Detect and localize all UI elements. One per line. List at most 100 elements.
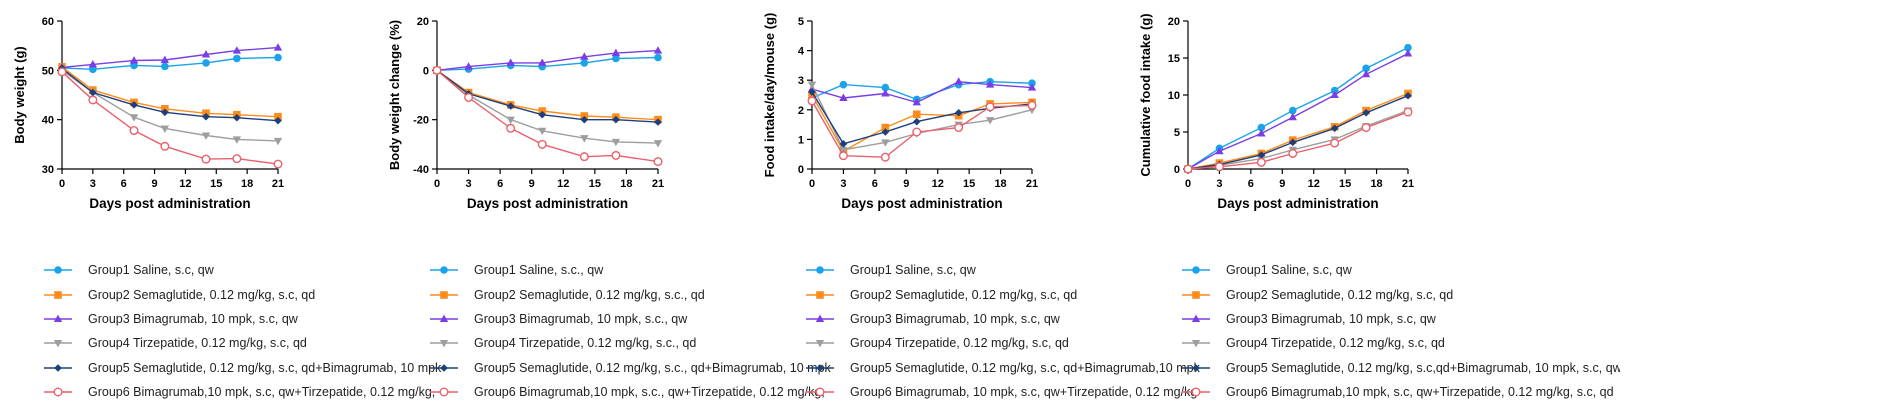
legend-item: Group2 Semaglutide, 0.12 mg/kg, s.c, qd [42, 282, 482, 306]
data-point [464, 62, 473, 70]
data-point [1257, 123, 1266, 132]
legend-marker [439, 314, 449, 322]
legend-item: Group1 Saline, s.c, qw [804, 258, 1244, 282]
data-point [611, 150, 621, 160]
data-point [129, 56, 139, 64]
data-point [274, 53, 282, 62]
y-tick-label: 30 [42, 164, 54, 176]
x-tick-label: 18 [241, 178, 253, 190]
x-axis-label: Days post administration [89, 196, 250, 211]
x-tick-label: 15 [963, 178, 975, 190]
x-tick-label: 9 [152, 178, 158, 190]
legend-marker [1191, 340, 1201, 348]
legend-symbol-icon [44, 290, 72, 299]
legend-item: Group4 Tirzepatide, 0.12 mg/kg, s.c, qd [42, 331, 482, 355]
data-point [1404, 91, 1412, 100]
legend-symbol-icon [430, 363, 458, 372]
data-point [506, 116, 515, 125]
legend-item: Group6 Bimagrumab, 10 mpk, s.c, qw+Tirze… [804, 380, 1244, 404]
legend-marker [54, 363, 62, 372]
data-point [1256, 157, 1266, 167]
data-point [807, 96, 817, 106]
legend-marker [53, 314, 63, 322]
y-tick-label: 20 [417, 16, 429, 28]
data-point [160, 55, 170, 63]
data-point [654, 118, 662, 126]
series-group6 [57, 67, 283, 169]
data-point [612, 115, 620, 124]
x-axis-label: Days post administration [1217, 196, 1378, 211]
legend-symbol-icon [806, 290, 834, 299]
data-point [274, 112, 282, 121]
data-point [881, 139, 890, 147]
data-point [1027, 83, 1037, 91]
x-tick-label: 12 [932, 178, 944, 190]
data-point [88, 60, 98, 68]
y-tick-label: 5 [1174, 127, 1180, 139]
x-tick-label: 12 [1308, 178, 1320, 190]
legend-symbol-icon [806, 314, 834, 322]
data-point [161, 62, 169, 71]
legend-symbol-icon [806, 340, 834, 348]
legend-item: Group5 Semaglutide, 0.12 mg/kg, s.c,qd+B… [1180, 356, 1620, 380]
data-point [985, 80, 995, 88]
legend-marker [53, 387, 63, 397]
data-point [881, 89, 890, 97]
data-point [232, 46, 242, 54]
data-point [839, 80, 848, 89]
y-tick-label: 1 [798, 134, 804, 146]
data-point [653, 157, 663, 167]
data-point [1330, 90, 1339, 98]
legend-item: Group1 Saline, s.c., qw [428, 258, 868, 282]
legend-item: Group5 Semaglutide, 0.12 mg/kg, s.c, qd+… [42, 356, 482, 380]
legend-label: Group3 Bimagrumab, 10 mpk, s.c., qw [474, 311, 688, 326]
x-tick-label: 9 [1279, 178, 1285, 190]
data-point [807, 81, 817, 90]
data-point [985, 102, 995, 112]
legend-symbol-icon [44, 340, 72, 348]
legend-label: Group5 Semaglutide, 0.12 mg/kg, s.c, qd+… [88, 360, 442, 375]
legend-marker [54, 290, 62, 299]
legend-label: Group3 Bimagrumab, 10 mpk, s.c, qw [88, 311, 298, 326]
legend-marker [440, 363, 448, 372]
y-axis-label: Food intake/day/mouse (g) [762, 13, 777, 178]
legend-symbol-icon [1182, 387, 1210, 397]
data-point [611, 48, 621, 57]
data-point [1183, 164, 1193, 174]
data-point [201, 50, 211, 58]
y-tick-label: -20 [413, 115, 429, 127]
legend-label: Group6 Bimagrumab, 10 mpk, s.c, qw+Tirze… [850, 385, 1198, 400]
legend-label: Group2 Semaglutide, 0.12 mg/kg, s.c, qd [88, 287, 316, 302]
data-point [129, 126, 139, 136]
legend-marker [815, 340, 825, 348]
legend-label: Group1 Saline, s.c., qw [474, 263, 604, 278]
legend-marker [440, 266, 448, 274]
legend-label: Group5 Semaglutide, 0.12 mg/kg, s.c, qd+… [850, 360, 1200, 375]
data-point [1330, 124, 1339, 133]
data-point [1288, 112, 1297, 121]
data-point [912, 110, 921, 119]
data-point [201, 132, 211, 140]
series-group6 [807, 96, 1037, 162]
data-point [89, 65, 97, 74]
x-tick-label: 18 [1370, 178, 1382, 190]
data-point [1288, 148, 1298, 158]
x-tick-label: 0 [809, 178, 815, 190]
legend-item: Group2 Semaglutide, 0.12 mg/kg, s.c, qd [804, 282, 1244, 306]
legend-label: Group6 Bimagrumab,10 mpk, s.c, qw+Tirzep… [1226, 385, 1614, 400]
data-point [1404, 43, 1412, 52]
x-tick-label: 12 [179, 178, 191, 190]
data-point [130, 101, 138, 109]
data-point [881, 83, 890, 92]
legend-item: Group4 Tirzepatide, 0.12 mg/kg, s.c, qd [804, 331, 1244, 355]
legend-label: Group1 Saline, s.c, qw [1226, 263, 1352, 278]
y-axis-label: Body weight change (%) [387, 20, 402, 170]
series-group5 [58, 64, 282, 125]
legend-label: Group1 Saline, s.c, qw [88, 263, 214, 278]
series-group6 [432, 65, 663, 167]
legend-label: Group2 Semaglutide, 0.12 mg/kg, s.c, qd [1226, 287, 1454, 302]
legend-item: Group6 Bimagrumab,10 mpk, s.c, qw+Tirzep… [1180, 380, 1620, 404]
x-tick-label: 9 [903, 178, 909, 190]
data-point [653, 46, 663, 54]
